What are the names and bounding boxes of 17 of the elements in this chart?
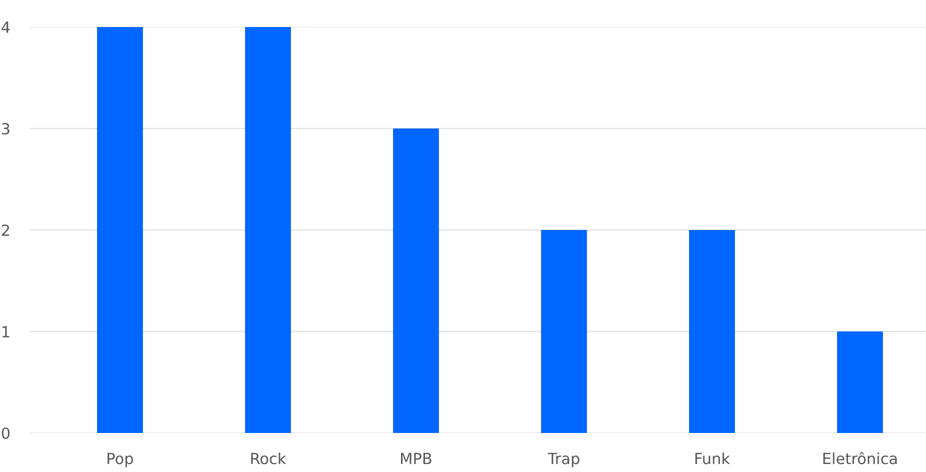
y-tick-label: 3	[2, 122, 10, 135]
x-tick-label: Eletrônica	[823, 452, 897, 464]
y-tick-label: 1	[2, 326, 10, 338]
bar	[837, 332, 883, 433]
x-tick-label: Rock	[251, 452, 286, 464]
bar	[393, 128, 439, 433]
bar	[245, 27, 291, 433]
y-tick-label: 0	[2, 427, 10, 440]
y-tick-label: 2	[2, 224, 10, 236]
x-tick-label: Trap	[548, 452, 580, 468]
x-tick-label: Pop	[108, 452, 133, 468]
y-tick-label: 4	[2, 22, 10, 33]
bar	[689, 230, 735, 433]
x-tick-label: MPB	[401, 452, 432, 464]
x-tick-label: Funk	[695, 452, 730, 464]
bar	[541, 230, 587, 433]
bar	[97, 27, 143, 433]
